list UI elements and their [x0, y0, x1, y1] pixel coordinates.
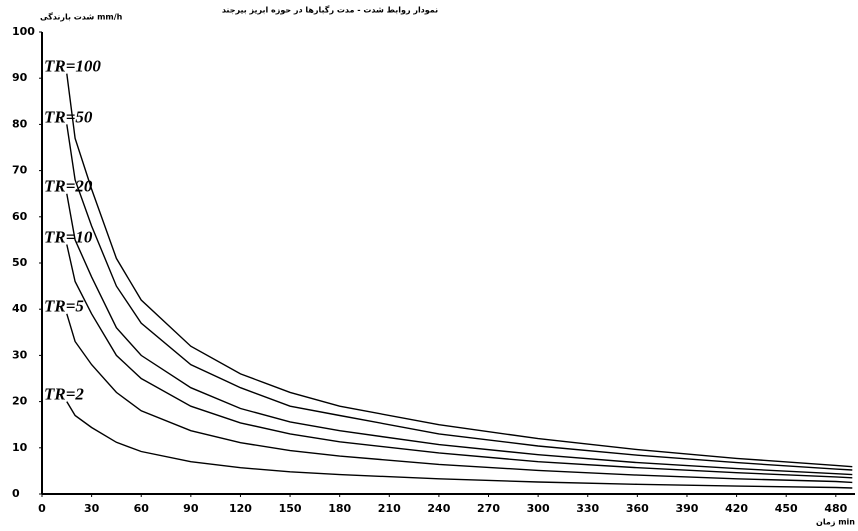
y-tick-label: 70 — [12, 164, 28, 177]
y-tick-label: 30 — [12, 348, 28, 361]
curve-label: TR=2 — [44, 385, 84, 404]
x-tick-label: 30 — [84, 502, 100, 515]
y-tick-label: 20 — [12, 395, 28, 408]
x-tick-label: 360 — [626, 502, 649, 515]
x-tick-label: 480 — [824, 502, 847, 515]
curve — [66, 124, 853, 471]
y-tick-label: 0 — [12, 487, 20, 500]
curve — [66, 313, 853, 484]
curve — [66, 244, 853, 479]
x-tick-label: 90 — [183, 502, 199, 515]
curve-label: TR=100 — [44, 56, 101, 75]
curve-label: TR=50 — [44, 107, 93, 126]
x-tick-label: 0 — [38, 502, 46, 515]
curve — [66, 193, 853, 476]
curve-label: TR=5 — [44, 297, 84, 316]
x-tick-label: 210 — [378, 502, 401, 515]
x-tick-label: 330 — [576, 502, 599, 515]
curve — [66, 401, 853, 489]
curve — [66, 73, 853, 468]
x-tick-label: 300 — [527, 502, 550, 515]
x-tick-label: 450 — [775, 502, 798, 515]
x-axis-label: زمان min — [816, 518, 855, 527]
x-tick-label: 180 — [328, 502, 351, 515]
y-tick-label: 40 — [12, 302, 28, 315]
x-tick-label: 60 — [134, 502, 150, 515]
chart-title: نمودار روابط شدت - مدت رگبارها در حوزه ا… — [222, 5, 438, 15]
y-tick-label: 10 — [12, 441, 28, 454]
x-tick-label: 240 — [427, 502, 450, 515]
x-tick-label: 150 — [279, 502, 302, 515]
y-axis-label: شدت بارندگی mm/h — [40, 12, 123, 22]
y-tick-label: 80 — [12, 117, 28, 130]
curve-label: TR=20 — [44, 177, 93, 196]
y-tick-label: 90 — [12, 71, 28, 84]
x-tick-label: 270 — [477, 502, 500, 515]
curve-label: TR=10 — [44, 227, 93, 246]
x-tick-label: 120 — [229, 502, 252, 515]
y-tick-label: 60 — [12, 210, 28, 223]
x-tick-label: 390 — [675, 502, 698, 515]
x-tick-label: 420 — [725, 502, 748, 515]
y-tick-label: 50 — [12, 256, 28, 269]
y-tick-label: 100 — [12, 25, 35, 38]
